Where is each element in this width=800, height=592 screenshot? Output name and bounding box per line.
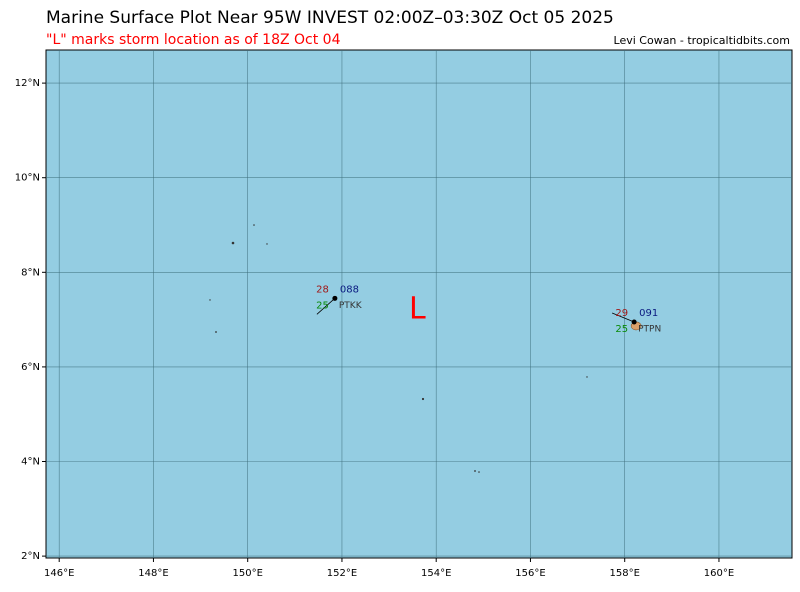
y-tick-label: 2°N bbox=[21, 551, 40, 562]
temperature: 29 bbox=[615, 308, 628, 319]
islands bbox=[209, 224, 588, 473]
wind-barb bbox=[316, 298, 336, 315]
credit: Levi Cowan - tropicaltidbits.com bbox=[614, 34, 790, 47]
y-tick-label: 12°N bbox=[15, 78, 40, 89]
x-tick-label: 148°E bbox=[138, 568, 168, 579]
station-dot bbox=[631, 319, 637, 325]
x-tick-label: 158°E bbox=[610, 568, 640, 579]
x-tick-label: 156°E bbox=[515, 568, 545, 579]
x-tick-label: 146°E bbox=[44, 568, 74, 579]
storm-marker: L bbox=[409, 292, 426, 327]
pressure: 091 bbox=[639, 308, 658, 319]
subtitle: "L" marks storm location as of 18Z Oct 0… bbox=[46, 32, 341, 48]
y-tick-label: 10°N bbox=[15, 173, 40, 184]
dewpoint: 25 bbox=[615, 324, 628, 335]
station-dot bbox=[332, 295, 338, 301]
pressure: 088 bbox=[340, 284, 359, 295]
overlay: L 28 088 25 PTKK 29 091 25 PTPN bbox=[316, 284, 661, 335]
x-tick-label: 150°E bbox=[232, 568, 262, 579]
x-tick-label: 152°E bbox=[327, 568, 357, 579]
x-tick-label: 154°E bbox=[421, 568, 451, 579]
y-tick-label: 8°N bbox=[21, 267, 40, 278]
x-tick-label: 160°E bbox=[704, 568, 734, 579]
station-name: PTPN bbox=[638, 324, 661, 334]
y-tick-label: 4°N bbox=[21, 457, 40, 468]
grid bbox=[46, 50, 792, 558]
ocean bbox=[45, 49, 793, 559]
y-tick-label: 6°N bbox=[21, 362, 40, 373]
title: Marine Surface Plot Near 95W INVEST 02:0… bbox=[46, 8, 614, 28]
station-name: PTKK bbox=[339, 301, 363, 311]
wind-barb bbox=[611, 312, 635, 323]
temperature: 28 bbox=[316, 284, 329, 295]
dewpoint: 25 bbox=[316, 300, 329, 311]
